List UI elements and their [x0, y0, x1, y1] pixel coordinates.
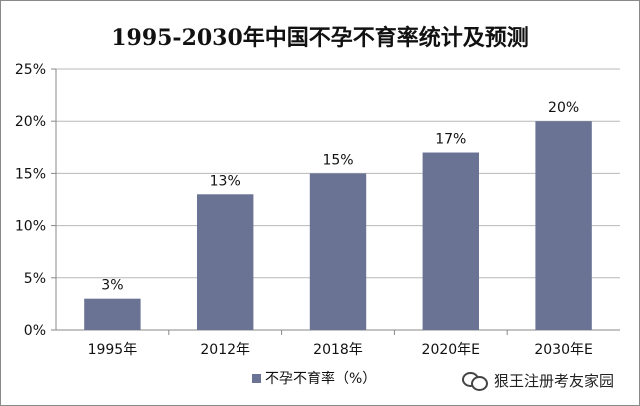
- y-tick-label: 15%: [15, 166, 46, 182]
- y-tick-label: 5%: [24, 271, 46, 287]
- data-labels: 3% 13% 15% 17% 20%: [101, 100, 579, 293]
- data-label: 20%: [548, 100, 579, 116]
- legend-label: 不孕不育率（%）: [265, 370, 376, 387]
- legend: 不孕不育率（%）: [252, 370, 376, 387]
- y-tick-label: 0%: [24, 323, 46, 339]
- x-tick-label: 2020年E: [422, 342, 480, 358]
- bar: [422, 152, 479, 330]
- x-tick-label: 2012年: [200, 342, 250, 358]
- data-label: 13%: [210, 173, 241, 189]
- bar: [84, 298, 141, 330]
- y-tick-label: 25%: [15, 62, 46, 78]
- x-tick-label: 2018年: [313, 342, 363, 358]
- y-tick-label: 20%: [15, 114, 46, 130]
- x-tick-label: 2030年E: [534, 342, 592, 358]
- bars: [84, 121, 592, 330]
- y-axis-ticks: 0% 5% 10% 15% 20% 25%: [15, 62, 46, 339]
- x-axis-ticks: 1995年 2012年 2018年 2020年E 2030年E: [88, 342, 593, 358]
- data-label: 17%: [435, 132, 466, 148]
- data-label: 3%: [101, 278, 123, 294]
- y-tick-label: 10%: [15, 219, 46, 235]
- watermark: 狠王注册考友家园: [462, 368, 614, 392]
- chart-title: 1995-2030年中国不孕不育率统计及预测: [111, 25, 529, 51]
- wechat-icon: [462, 371, 488, 391]
- bar: [309, 173, 367, 330]
- x-tick-label: 1995年: [88, 342, 138, 358]
- watermark-text: 狠王注册考友家园: [494, 371, 615, 390]
- bar: [535, 121, 592, 330]
- bar: [197, 194, 254, 330]
- legend-swatch: [252, 374, 261, 383]
- data-label: 15%: [322, 152, 353, 168]
